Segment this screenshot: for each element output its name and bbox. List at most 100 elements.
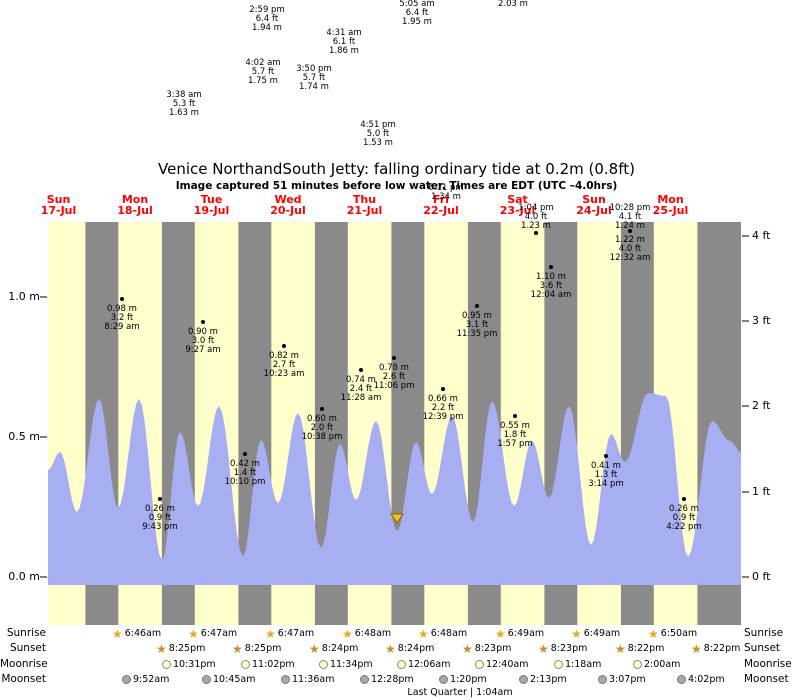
moonrise-entry: 11:34pm — [319, 658, 373, 671]
offshore-extreme-label: 2:59 pm 6.4 ft 1.94 m — [249, 5, 285, 33]
sunset-time: 8:22pm — [627, 643, 665, 654]
tide-extreme-dot — [628, 229, 632, 233]
y-axis-label-right: 1 ft — [752, 485, 771, 498]
moonset-icon — [202, 675, 211, 684]
moonset-entry: 11:36am — [281, 673, 334, 686]
tide-extreme-dot — [359, 368, 363, 372]
moonset-icon — [519, 675, 528, 684]
tide-extreme-label: 0.90 m 3.0 ft 9:27 am — [185, 327, 221, 355]
offshore-extreme-label: 5:05 am 6.4 ft 1.95 m — [399, 0, 435, 27]
day-label: Sun 17-Jul — [40, 193, 77, 217]
sunset-icon: ★ — [232, 641, 243, 656]
moonset-icon — [598, 675, 607, 684]
moonrise-time: 11:02pm — [252, 659, 295, 670]
astro-row-label-right-moonset: Moonset — [744, 673, 789, 685]
tide-extreme-dot — [682, 497, 686, 501]
sunset-icon: ★ — [691, 641, 702, 656]
tide-extreme-dot — [441, 387, 445, 391]
moonset-icon — [360, 675, 369, 684]
moonset-time: 3:07pm — [609, 674, 646, 685]
sunrise-icon: ★ — [571, 626, 582, 641]
sunrise-icon: ★ — [418, 626, 429, 641]
moonrise-icon — [633, 660, 642, 669]
moonrise-time: 1:18am — [565, 659, 602, 670]
sunrise-time: 6:47am — [277, 628, 315, 639]
astro-row-label-right-sunrise: Sunrise — [744, 627, 784, 639]
sunset-icon: ★ — [309, 641, 320, 656]
sunrise-time: 6:46am — [124, 628, 162, 639]
moonrise-icon — [475, 660, 484, 669]
tide-extreme-label: 0.42 m 1.4 ft 10:10 pm — [224, 459, 266, 487]
moonrise-entry: 10:31pm — [162, 658, 216, 671]
offshore-extreme-label: 3:50 pm 5.7 ft 1.74 m — [296, 64, 332, 92]
moonset-time: 11:36am — [292, 674, 335, 685]
sunset-time: 8:23pm — [550, 643, 588, 654]
moonset-icon — [122, 675, 131, 684]
moonrise-icon — [554, 660, 563, 669]
moon-phase-footer: Last Quarter | 1:04am — [407, 687, 513, 698]
sunset-entry: ★ 8:25pm — [232, 642, 281, 655]
astro-row-label-right-sunset: Sunset — [744, 642, 781, 654]
day-label: Sun 24-Jul — [576, 193, 612, 217]
moonrise-entry: 12:40am — [475, 658, 528, 671]
sunrise-time: 6:47am — [200, 628, 238, 639]
tide-curve — [48, 393, 741, 585]
tide-extreme-dot — [158, 497, 162, 501]
moonrise-entry: 12:06am — [397, 658, 450, 671]
moonset-time: 2:13pm — [530, 674, 567, 685]
moonrise-entry: 11:02pm — [241, 658, 295, 671]
sunset-entry: ★ 8:24pm — [309, 642, 358, 655]
moonrise-time: 2:00am — [644, 659, 681, 670]
sunrise-time: 6:48am — [430, 628, 468, 639]
day-label: Tue 19-Jul — [193, 193, 230, 217]
tide-extreme-label: 10:28 pm 4.1 ft 1.24 m — [609, 203, 651, 231]
sunrise-time: 6:48am — [354, 628, 392, 639]
sunrise-icon: ★ — [495, 626, 506, 641]
chart-title: Venice NorthandSouth Jetty: falling ordi… — [158, 160, 635, 178]
tide-extreme-dot — [513, 414, 517, 418]
tide-extreme-label: 0.41 m 1.3 ft 3:14 pm — [588, 461, 624, 489]
astro-row-label-left-sunset: Sunset — [9, 642, 46, 654]
tide-extreme-label: 0.55 m 1.8 ft 1:57 pm — [497, 421, 533, 449]
sunset-entry: ★ 8:22pm — [615, 642, 664, 655]
moonset-icon — [281, 675, 290, 684]
day-label: Mon 25-Jul — [652, 193, 689, 217]
moonset-entry: 3:07pm — [598, 673, 646, 686]
offshore-extreme-label: 4:31 am 6.1 ft 1.86 m — [326, 28, 362, 56]
y-axis-label-right: 2 ft — [752, 399, 771, 412]
day-label: Wed 20-Jul — [270, 193, 306, 217]
moonrise-icon — [241, 660, 250, 669]
moonset-entry: 2:13pm — [519, 673, 567, 686]
tide-extreme-label: 0.82 m 2.7 ft 10:23 am — [263, 351, 305, 379]
tide-extreme-label: 0.26 m 0.9 ft 4:22 pm — [666, 504, 702, 532]
moonset-time: 4:02pm — [688, 674, 725, 685]
y-axis-label-left: 0.0 m — [8, 570, 40, 583]
tide-extreme-label: 0.98 m 3.2 ft 8:29 am — [104, 304, 140, 332]
tide-extreme-label: 0.26 m 0.9 ft 9:43 pm — [142, 504, 178, 532]
sunset-time: 8:24pm — [397, 643, 435, 654]
day-label: Thu 21-Jul — [346, 193, 383, 217]
tide-extreme-label: 0.60 m 2.0 ft 10:38 pm — [301, 414, 343, 442]
tide-extreme-dot — [243, 452, 247, 456]
tide-extreme-label: 0.66 m 2.2 ft 12:39 pm — [422, 394, 464, 422]
astro-row-label-left-moonrise: Moonrise — [0, 658, 48, 670]
moonrise-icon — [319, 660, 328, 669]
sunrise-icon: ★ — [342, 626, 353, 641]
offshore-extreme-label: 4:02 am 5.7 ft 1.75 m — [245, 58, 281, 86]
moonrise-time: 12:40am — [486, 659, 529, 670]
moonset-entry: 1:20pm — [439, 673, 487, 686]
tide-extreme-label: 1.22 m 4.0 ft 12:32 am — [609, 235, 651, 263]
moonrise-time: 11:34pm — [330, 659, 373, 670]
astro-row-label-left-sunrise: Sunrise — [6, 627, 46, 639]
sunrise-icon: ★ — [648, 626, 659, 641]
tide-extreme-dot — [549, 265, 553, 269]
sunrise-time: 6:49am — [583, 628, 621, 639]
sunset-time: 8:25pm — [168, 643, 206, 654]
offshore-extreme-label: 3:38 am 5.3 ft 1.63 m — [166, 90, 202, 118]
chart-subtitle: Image captured 51 minutes before low wat… — [175, 180, 618, 192]
sunrise-entry: ★ 6:48am — [342, 627, 391, 640]
y-axis-label-right: 3 ft — [752, 314, 771, 327]
sunrise-icon: ★ — [188, 626, 199, 641]
